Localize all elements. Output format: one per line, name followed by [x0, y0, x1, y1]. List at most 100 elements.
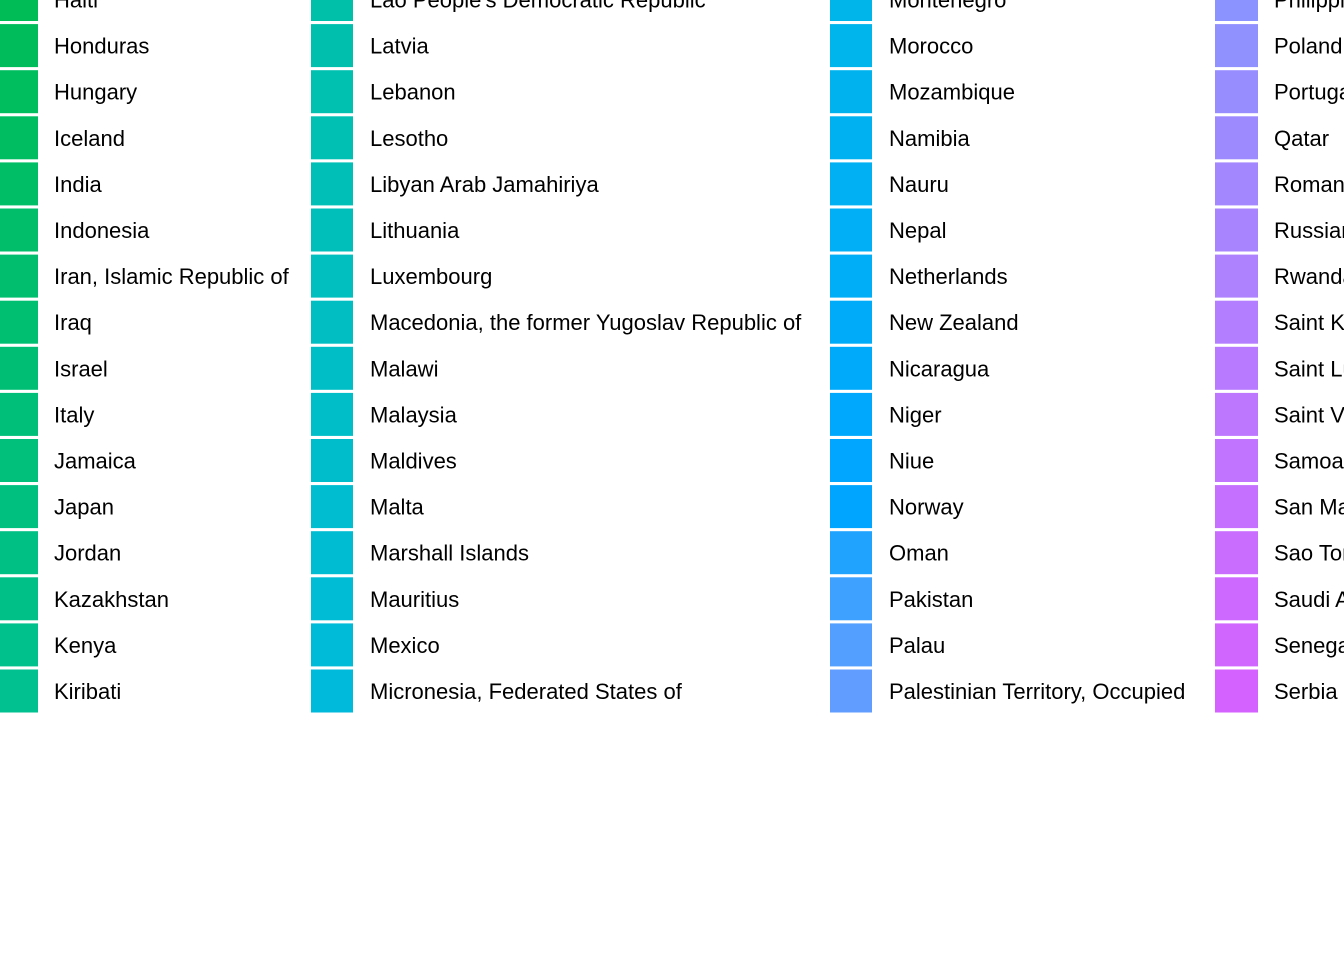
legend-label: Italy: [54, 402, 94, 427]
legend-label: Kiribati: [54, 679, 121, 704]
legend-label: Saudi Arabia: [1274, 587, 1344, 612]
legend-label: Rwanda: [1274, 264, 1344, 289]
legend-key: [0, 346, 38, 390]
legend-key: [311, 0, 353, 21]
legend-key: [311, 439, 353, 482]
legend-key: [0, 623, 38, 667]
legend-label: Kenya: [54, 633, 117, 658]
legend-label: Palau: [889, 633, 945, 658]
legend-label: Lebanon: [370, 80, 456, 105]
legend-label: Niue: [889, 449, 934, 474]
legend-key: [1215, 208, 1258, 252]
legend-label: Marshall Islands: [370, 541, 529, 566]
legend-key: [830, 116, 872, 160]
legend-key: [1215, 116, 1258, 160]
legend-label: Malaysia: [370, 402, 458, 427]
legend-label: Montenegro: [889, 0, 1006, 13]
legend-label: Saint Vincent and the Grenadines: [1274, 402, 1344, 427]
legend-key: [1215, 300, 1258, 344]
legend-column-2: Lao People's Democratic Republic Latvia Le…: [311, 0, 802, 713]
legend-label: Lao People's Democratic Republic: [370, 0, 706, 13]
legend-key: [1215, 254, 1258, 298]
legend-label: Luxembourg: [370, 264, 492, 289]
legend-key: [830, 24, 872, 68]
legend-label: Nepal: [889, 218, 946, 243]
legend-key: [1215, 623, 1258, 667]
legend-key: [311, 208, 353, 252]
legend-key: [0, 70, 38, 114]
legend-label: Lithuania: [370, 218, 460, 243]
legend-label: Hungary: [54, 80, 137, 105]
legend-key: [311, 162, 353, 206]
legend-key: [1215, 162, 1258, 206]
legend-label: Iceland: [54, 126, 125, 151]
legend-key: [311, 70, 353, 114]
legend-label: Qatar: [1274, 126, 1329, 151]
legend-key: [311, 623, 353, 667]
legend-label: Nauru: [889, 172, 949, 197]
legend-label: Lesotho: [370, 126, 448, 151]
legend-key: [830, 392, 872, 436]
legend-key: [311, 254, 353, 298]
legend-label: Micronesia, Federated States of: [370, 679, 683, 704]
legend-key: [311, 300, 353, 344]
legend-key: [830, 300, 872, 344]
legend-label: Honduras: [54, 34, 149, 59]
legend-key: [830, 531, 872, 575]
legend-label: New Zealand: [889, 310, 1019, 335]
legend-key: [0, 116, 38, 160]
legend-label: Portugal: [1274, 80, 1344, 105]
legend-label: San Marino: [1274, 495, 1344, 520]
legend-label: Israel: [54, 356, 108, 381]
legend-label: India: [54, 172, 102, 197]
legend-key: [1215, 531, 1258, 575]
legend-label: Mexico: [370, 633, 440, 658]
legend-label: Namibia: [889, 126, 970, 151]
legend-key: [1215, 439, 1258, 482]
legend-key: [830, 254, 872, 298]
legend-label: Senegal: [1274, 633, 1344, 658]
legend-key: [311, 346, 353, 390]
legend-label: Latvia: [370, 34, 429, 59]
legend-key: [0, 24, 38, 68]
legend-key: [1215, 485, 1258, 529]
legend-key: [830, 346, 872, 390]
legend-label: Netherlands: [889, 264, 1008, 289]
legend-key: [1215, 0, 1258, 21]
legend-label: Saint Lucia: [1274, 356, 1344, 381]
legend-key: [830, 162, 872, 206]
legend-key: [311, 485, 353, 529]
legend-column-1: Haiti Honduras Hungary Iceland India Indonesi…: [0, 0, 290, 713]
legend-key: [0, 669, 38, 713]
legend-key: [1215, 669, 1258, 713]
legend-label: Norway: [889, 495, 964, 520]
legend-key: [311, 392, 353, 436]
legend-key: [830, 669, 872, 713]
legend-label: Pakistan: [889, 587, 973, 612]
legend-key: [0, 485, 38, 529]
legend-label: Jamaica: [54, 449, 137, 474]
legend-key: [830, 70, 872, 114]
legend-label: Saint Kitts and Nevis: [1274, 310, 1344, 335]
legend-key: [830, 0, 872, 21]
legend-key: [0, 208, 38, 252]
legend-key: [0, 392, 38, 436]
legend-label: Sao Tome and Principe: [1274, 541, 1344, 566]
legend-key: [830, 623, 872, 667]
legend-label: Romania: [1274, 172, 1344, 197]
legend-label: Iraq: [54, 310, 92, 335]
legend-label: Malawi: [370, 356, 438, 381]
legend-key: [0, 531, 38, 575]
legend-label: Kazakhstan: [54, 587, 169, 612]
legend-key: [0, 162, 38, 206]
legend-label: Mozambique: [889, 80, 1015, 105]
legend-key: [830, 439, 872, 482]
legend-key: [311, 116, 353, 160]
legend-label: Niger: [889, 402, 942, 427]
legend-column-3: Montenegro Morocco Mozambique Namibia Nauru N…: [830, 0, 1185, 713]
legend-label: Palestinian Territory, Occupied: [889, 679, 1185, 704]
legend-label: Russian Federation: [1274, 218, 1344, 243]
legend-key: [0, 0, 38, 21]
legend-label: Malta: [370, 495, 425, 520]
legend-label: Philippines: [1274, 0, 1344, 13]
